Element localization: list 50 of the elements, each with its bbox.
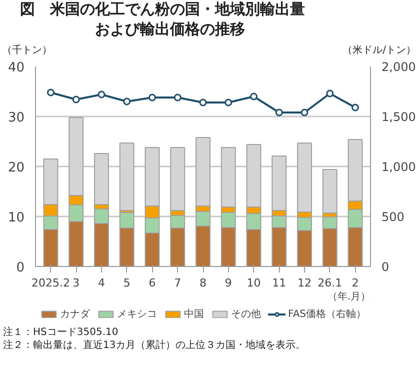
point [352,104,360,112]
legend-label: その他 [230,308,261,321]
y-axis-title: （千トン） [2,44,52,57]
legend-label: FAS価格（右軸） [288,308,366,321]
point [300,108,308,116]
x-tick-label: 9 [224,276,232,290]
text: 注２：輸出量は、直近13カ月（累計）の上位３カ国・地域を表示。 [2,339,306,352]
text: 注１：HSコード3505.10 [2,326,120,339]
chart-title: 図 米国の化工でん粉の国・地域別輸出量 [19,0,305,20]
y2-axis-title: （米ドル/トン） [342,44,416,57]
y2-tick-label: 1,500 [382,110,416,124]
point [199,98,207,106]
y-tick-label: 10 [8,210,25,226]
chart-subtitle: および輸出価格の推移 [94,20,246,39]
point [275,108,283,116]
point [174,94,182,102]
point [224,98,232,106]
point [98,90,106,98]
x-tick-label: 4 [98,276,105,290]
point [72,96,80,104]
legend-label: 中国 [184,308,204,321]
bar [322,169,338,214]
point [250,92,258,100]
x-tick-label: 3 [72,276,80,290]
bar [119,142,134,211]
x-tick-label: 6 [148,276,156,290]
y2-tick-label: 1,000 [382,160,416,174]
x-tick-label: 2 [352,276,359,290]
x-axis-title: （年.月） [327,290,371,302]
x-tick-label: 2025.2 [31,276,70,290]
y2-tick-label: 500 [382,210,404,224]
y-tick-label: 40 [8,60,25,76]
x-tick-label: 12 [298,276,312,290]
legend-label: カナダ [60,308,90,321]
x-tick-label: 8 [200,276,206,290]
point [46,88,54,96]
x-tick-label: 26.1 [318,276,342,290]
point [326,90,334,98]
y-tick-label: 0 [16,260,25,276]
x-tick-label: 7 [174,276,182,290]
point [148,94,156,102]
x-tick-label: 5 [123,276,130,290]
y2-tick-label: 2,000 [382,60,416,74]
y-tick-label: 30 [8,110,25,126]
legend-label: メキシコ [116,308,157,321]
x-tick-label: 11 [272,276,286,290]
y2-tick-label: 0 [382,260,390,274]
point [123,98,131,106]
x-tick-label: 10 [246,276,261,290]
y-tick-label: 20 [8,160,25,176]
